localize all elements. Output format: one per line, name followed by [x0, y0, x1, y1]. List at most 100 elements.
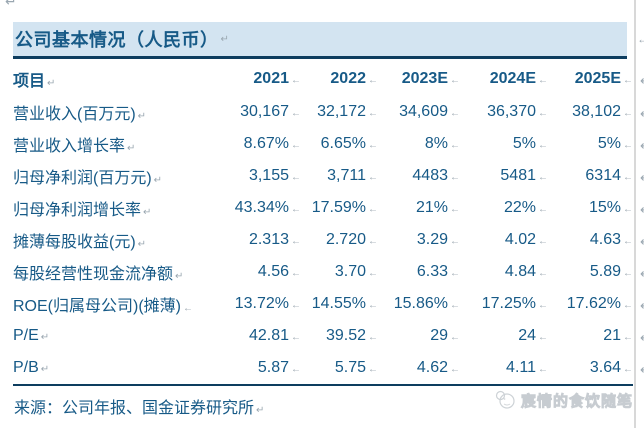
- financials-table: 项目↵2021←2022←2023E←2024E←2025E←↵ 营业收入(百万…: [13, 62, 644, 384]
- cell-value-text: 8.67%: [243, 135, 289, 152]
- cell-value: 5%← ↵: [548, 128, 644, 160]
- cell-value-text: 2.720: [325, 231, 366, 248]
- table-row: 归母净利润(百万元)↵3,155←3,711←4483←5481←6314←↵: [13, 160, 644, 192]
- cell-value-text: 5%: [512, 135, 536, 152]
- formatting-mark: ↵: [47, 78, 56, 89]
- cell-value-text: 34,609: [399, 103, 448, 120]
- paragraph-mark: ↵: [256, 405, 265, 416]
- column-header-year: 2024E ←: [460, 62, 548, 96]
- column-header-year: 2021 ←: [213, 62, 301, 96]
- formatting-mark: ←: [368, 108, 378, 119]
- table-row: ROE(归属母公司)(摊薄) ← 13.72% ← 14.55% ← 15.86% ← 17.2…: [13, 288, 644, 320]
- cell-value: 21← ↵: [548, 320, 644, 352]
- formatting-mark: ←: [291, 108, 301, 119]
- source-text: 来源：公司年报、国金证券研究所: [14, 400, 255, 417]
- cell-value: 4.63← ↵: [548, 224, 644, 256]
- formatting-mark: ←: [623, 268, 633, 279]
- formatting-mark: ←: [368, 204, 378, 215]
- column-header-year: 2025E← ↵: [548, 62, 644, 96]
- header-label: 2022: [330, 70, 366, 87]
- page-edge-line: [634, 0, 636, 428]
- row-label-text: 营业收入增长率: [13, 138, 126, 155]
- cell-value: 30,167 ←: [213, 96, 301, 128]
- cell-value-text: 21%: [415, 199, 448, 216]
- row-label-text: 营业收入(百万元): [13, 106, 136, 123]
- formatting-mark: ←: [450, 108, 460, 119]
- cell-value: 5.89← ↵: [548, 256, 644, 288]
- formatting-mark: ←: [538, 108, 548, 119]
- cell-value-text: 3.64: [589, 359, 621, 376]
- table-row: 营业收入增长率↵8.67%←6.65%←8%←5%←5%←↵: [13, 128, 644, 160]
- formatting-mark: ←: [538, 236, 548, 247]
- table-row: P/B↵5.87←5.75←4.62←4.11←3.64←↵: [13, 352, 644, 384]
- cell-value-text: 4.62: [416, 359, 448, 376]
- table-body: 营业收入(百万元) ↵ 30,167 ← 32,172 ← 34,609 ← 36,370 ← 38…: [13, 96, 644, 384]
- cell-value-text: 4.11: [506, 359, 536, 376]
- formatting-mark: ←: [623, 75, 633, 86]
- row-end-mark: ↵: [640, 202, 644, 218]
- cell-value: 15%← ↵: [548, 192, 644, 224]
- cell-value: 32,172 ←: [301, 96, 378, 128]
- cell-value: 5481 ←: [460, 160, 548, 192]
- row-label-text: P/B: [13, 359, 39, 376]
- cell-value-text: 17.62%: [566, 295, 621, 312]
- formatting-mark: ←: [368, 140, 378, 151]
- cell-value: 8% ←: [378, 128, 460, 160]
- cell-value-text: 24: [518, 327, 536, 344]
- row-label: P/B ↵: [13, 352, 213, 384]
- row-label-text: 每股经营性现金流净额: [13, 266, 174, 283]
- cell-value: 3,155 ←: [213, 160, 301, 192]
- cell-value-text: 4.84: [504, 263, 536, 280]
- cell-value: 4483 ←: [378, 160, 460, 192]
- row-label-text: 摊薄每股收益(元): [13, 234, 136, 251]
- formatting-mark: ←: [291, 332, 301, 343]
- cell-value: 17.62%← ↵: [548, 288, 644, 320]
- cell-value-text: 8%: [424, 135, 448, 152]
- cell-value: 13.72% ←: [213, 288, 301, 320]
- cell-value-text: 38,102: [572, 103, 621, 120]
- formatting-mark: ↵: [137, 111, 147, 122]
- column-header-item: 项目 ↵: [13, 62, 213, 96]
- cell-value-text: 17.25%: [481, 295, 536, 312]
- cell-value-text: 36,370: [487, 103, 536, 120]
- formatting-mark: ←: [368, 172, 378, 183]
- row-label: 归母净利润(百万元) ↵: [13, 160, 213, 192]
- formatting-mark: ↵: [175, 271, 184, 282]
- watermark-logo-icon: [495, 390, 515, 409]
- formatting-mark: ←: [538, 204, 548, 215]
- cell-value: 24 ←: [460, 320, 548, 352]
- cell-value-text: 4.63: [589, 231, 621, 248]
- formatting-mark: ↵: [153, 175, 163, 186]
- cell-value-text: 5481: [500, 167, 536, 184]
- row-end-mark: ↵: [640, 138, 644, 154]
- cell-value-text: 6.33: [416, 263, 448, 280]
- cell-value: 5% ←: [460, 128, 548, 160]
- row-end-mark: ↵: [640, 266, 644, 282]
- formatting-mark: ←: [183, 303, 193, 314]
- formatting-mark: ←: [450, 300, 460, 311]
- cell-value-text: 6.65%: [320, 135, 366, 152]
- formatting-mark: ←: [450, 172, 460, 183]
- formatting-mark: ←: [538, 364, 548, 375]
- row-label: 营业收入(百万元) ↵: [13, 96, 213, 128]
- cell-value: 17.25% ←: [460, 288, 548, 320]
- paragraph-mark: ↵: [5, 0, 17, 9]
- row-label-text: P/E: [13, 327, 39, 344]
- formatting-mark: ↵: [127, 143, 136, 154]
- formatting-mark: ←: [368, 75, 378, 86]
- cell-value: 4.56 ←: [213, 256, 301, 288]
- cell-value-text: 4.02: [504, 231, 536, 248]
- formatting-mark: ←: [538, 172, 548, 183]
- cell-value-text: 5.87: [257, 359, 289, 376]
- cell-value: 8.67% ←: [213, 128, 301, 160]
- formatting-mark: ←: [291, 236, 301, 247]
- cell-value: 15.86% ←: [378, 288, 460, 320]
- table-row: P/E↵42.81←39.52←29←24←21←↵: [13, 320, 644, 352]
- watermark-text: 宸情的食饮随笔: [520, 392, 633, 410]
- formatting-mark: ←: [368, 364, 378, 375]
- formatting-mark: ←: [623, 108, 633, 119]
- cell-value: 29 ←: [378, 320, 460, 352]
- cell-value-text: 4.56: [257, 263, 289, 280]
- cell-value: 14.55% ←: [301, 288, 378, 320]
